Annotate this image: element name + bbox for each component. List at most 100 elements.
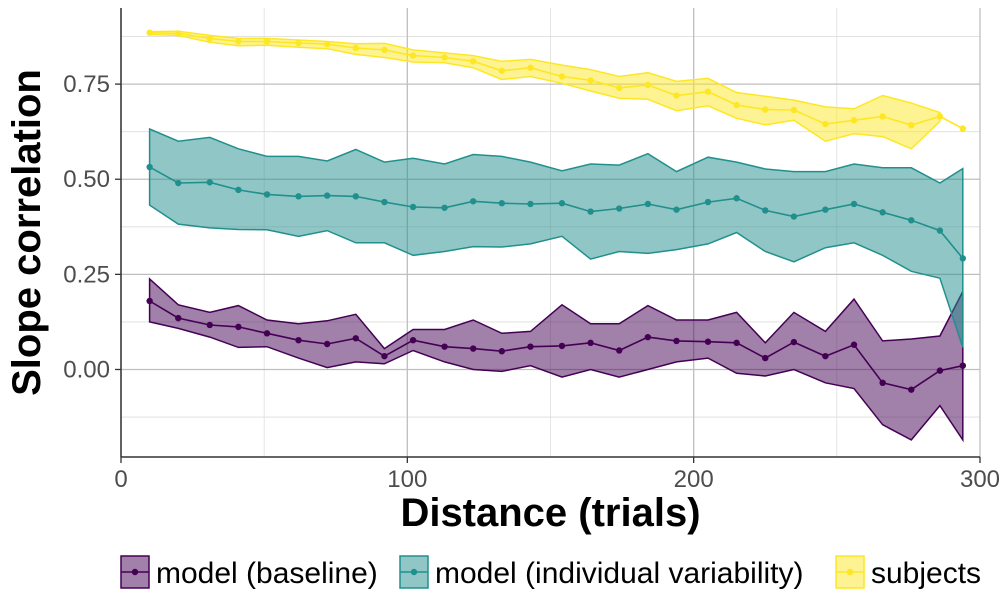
point-series-2	[790, 106, 798, 114]
legend-label: model (baseline)	[156, 557, 378, 590]
point-series-1	[850, 200, 858, 208]
point-series-1	[206, 179, 213, 186]
point-series-0	[704, 338, 712, 345]
point-series-1	[263, 191, 271, 198]
point-series-0	[850, 341, 858, 348]
point-series-0	[936, 367, 944, 374]
point-series-1	[352, 193, 359, 200]
point-series-2	[936, 113, 944, 120]
point-series-1	[908, 217, 915, 224]
y-tick-label: 0.25	[63, 261, 110, 288]
point-series-0	[762, 354, 769, 362]
point-series-0	[352, 335, 359, 342]
point-series-2	[879, 113, 886, 120]
point-series-1	[822, 206, 829, 213]
legend-item: model (baseline)	[120, 555, 378, 590]
point-series-1	[879, 209, 886, 216]
point-series-1	[644, 200, 652, 208]
point-series-2	[469, 58, 477, 65]
point-series-2	[704, 88, 712, 95]
point-series-1	[323, 192, 331, 199]
x-axis-ticks: 0 100 200 300	[114, 457, 1000, 493]
point-series-1	[733, 195, 740, 202]
point-series-1	[409, 203, 417, 211]
point-series-2	[175, 30, 182, 37]
y-axis-title: Slope correlation	[5, 69, 49, 396]
point-series-0	[409, 336, 417, 344]
point-series-0	[146, 297, 153, 305]
point-series-0	[295, 336, 302, 344]
point-series-1	[381, 198, 388, 206]
point-series-2	[295, 39, 302, 47]
point-series-0	[908, 386, 915, 393]
point-series-0	[527, 343, 534, 350]
point-series-1	[295, 193, 302, 200]
point-series-0	[558, 342, 566, 350]
legend-key-point	[131, 568, 139, 576]
point-series-2	[381, 46, 388, 54]
point-series-2	[263, 38, 271, 45]
band-series-0	[148, 277, 964, 443]
legend-item: subjects	[835, 555, 981, 590]
point-series-0	[206, 321, 213, 329]
point-series-1	[673, 206, 680, 213]
point-series-1	[441, 204, 448, 211]
legend: model (baseline) model (individual variab…	[120, 555, 981, 590]
point-series-0	[175, 314, 182, 322]
x-tick-label: 200	[674, 466, 714, 493]
band-series-1	[148, 127, 964, 348]
point-series-1	[762, 207, 769, 214]
point-series-1	[527, 200, 534, 208]
point-series-0	[235, 323, 242, 331]
confidence-bands	[148, 30, 964, 443]
legend-key-point	[410, 568, 418, 576]
y-tick-label: 0.75	[63, 71, 110, 98]
point-series-0	[323, 340, 331, 348]
point-series-2	[673, 92, 680, 99]
point-series-2	[959, 125, 967, 132]
legend-label: model (individual variability)	[435, 557, 803, 590]
point-series-2	[616, 84, 623, 92]
legend-key-point	[846, 568, 854, 576]
point-series-0	[381, 352, 388, 360]
point-series-2	[733, 101, 740, 109]
point-series-0	[822, 352, 829, 360]
point-series-1	[936, 227, 944, 234]
point-series-1	[175, 179, 182, 187]
point-series-2	[323, 40, 331, 48]
point-series-1	[146, 163, 153, 171]
point-series-2	[352, 44, 359, 52]
x-tick-label: 300	[960, 466, 1000, 493]
x-axis-title: Distance (trials)	[400, 491, 700, 535]
point-series-0	[469, 345, 477, 352]
point-series-1	[959, 255, 967, 262]
point-series-1	[558, 200, 566, 207]
series-points	[146, 29, 967, 393]
point-series-2	[822, 120, 829, 128]
point-series-2	[908, 121, 915, 129]
point-series-2	[527, 64, 534, 71]
point-series-2	[146, 29, 153, 36]
point-series-2	[441, 54, 448, 61]
point-series-0	[616, 347, 623, 354]
legend-label: subjects	[871, 557, 981, 590]
point-series-1	[790, 213, 798, 220]
point-series-0	[879, 379, 886, 387]
point-series-1	[704, 198, 712, 206]
y-axis-ticks: 0.00 0.25 0.50 0.75	[63, 71, 121, 383]
x-tick-label: 100	[387, 466, 427, 493]
point-series-2	[498, 67, 506, 74]
point-series-0	[644, 333, 652, 341]
point-series-2	[587, 77, 594, 84]
point-series-2	[558, 73, 566, 80]
point-series-0	[733, 339, 740, 347]
point-series-1	[587, 208, 594, 215]
point-series-0	[498, 348, 506, 355]
point-series-2	[409, 52, 417, 59]
point-series-2	[235, 38, 242, 45]
point-series-1	[469, 198, 477, 205]
point-series-0	[959, 362, 967, 369]
point-series-0	[790, 338, 798, 346]
point-series-2	[850, 117, 858, 124]
y-tick-label: 0.50	[63, 166, 110, 193]
